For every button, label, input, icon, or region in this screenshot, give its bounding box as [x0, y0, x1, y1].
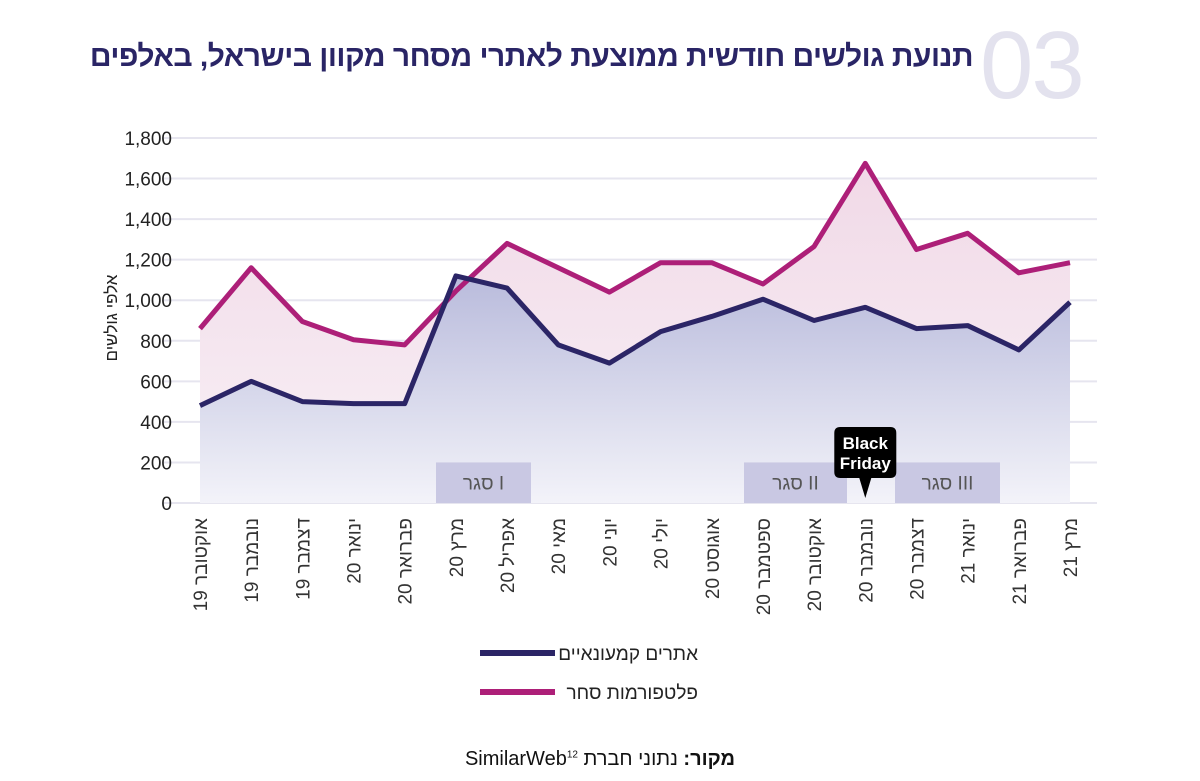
y-tick-label: 1,600 — [124, 170, 172, 191]
x-tick-label: נובמבר 20 — [856, 518, 877, 603]
x-tick-label: אוקטובר 20 — [805, 518, 826, 611]
series-line-retail — [198, 273, 1072, 408]
callout-bubble — [834, 427, 897, 498]
x-tick-label: אפריל 20 — [498, 518, 519, 593]
series-line-platforms — [198, 160, 1071, 348]
lockdown-band — [895, 462, 1000, 503]
y-tick-label: 200 — [140, 453, 172, 474]
source-note: מקור: נתוני חברת SimilarWeb12 — [0, 748, 1200, 771]
lockdown-label: סגר I — [463, 474, 504, 495]
y-tick-label: 600 — [140, 372, 172, 393]
x-tick-label: ינואר 20 — [345, 518, 366, 584]
x-tick-label: אוקטובר 19 — [191, 518, 212, 611]
x-tick-label: דצמבר 19 — [293, 518, 314, 600]
x-tick-label: מאי 20 — [549, 518, 570, 574]
y-tick-label: 1,200 — [124, 251, 172, 272]
legend-label: פלטפורמות סחר — [567, 683, 699, 704]
x-tick-label: פברואר 21 — [1010, 518, 1031, 605]
x-tick-label: ינואר 21 — [959, 518, 980, 584]
y-tick-label: 800 — [140, 332, 172, 353]
callout-line1: Black — [843, 434, 889, 453]
lockdown-label: סגר II — [772, 474, 819, 495]
chart-title: תנועת גולשים חודשית ממוצעת לאתרי מסחר מק… — [89, 40, 974, 73]
y-axis-label: אלפי גולשים — [102, 274, 121, 361]
lockdown-band — [436, 462, 531, 503]
callout-line2: Friday — [840, 454, 892, 473]
y-tick-label: 0 — [161, 494, 172, 515]
y-tick-label: 1,800 — [124, 129, 172, 150]
x-tick-label: יוני 20 — [600, 518, 621, 567]
x-tick-label: פברואר 20 — [396, 518, 417, 605]
y-tick-label: 400 — [140, 413, 172, 434]
x-tick-label: אוגוסט 20 — [703, 518, 724, 599]
source-label: מקור: — [683, 748, 736, 770]
x-tick-label: מרץ 21 — [1061, 518, 1082, 577]
y-tick-label: 1,000 — [124, 291, 172, 312]
x-tick-label: ספטמבר 20 — [754, 518, 775, 615]
lockdown-label: סגר III — [922, 474, 974, 495]
y-tick-label: 1,400 — [124, 210, 172, 231]
source-text: נתוני חברת SimilarWeb — [464, 748, 678, 770]
x-tick-label: נובמבר 19 — [242, 518, 263, 603]
lockdown-band — [744, 462, 847, 503]
legend-label: אתרים קמעונאיים — [558, 644, 698, 665]
x-tick-label: מרץ 20 — [447, 518, 468, 577]
x-tick-label: יולי 20 — [652, 518, 673, 569]
x-tick-label: דצמבר 20 — [907, 518, 928, 600]
footnote-ref: 12 — [566, 749, 578, 761]
chart-number: 03 — [980, 12, 1085, 119]
